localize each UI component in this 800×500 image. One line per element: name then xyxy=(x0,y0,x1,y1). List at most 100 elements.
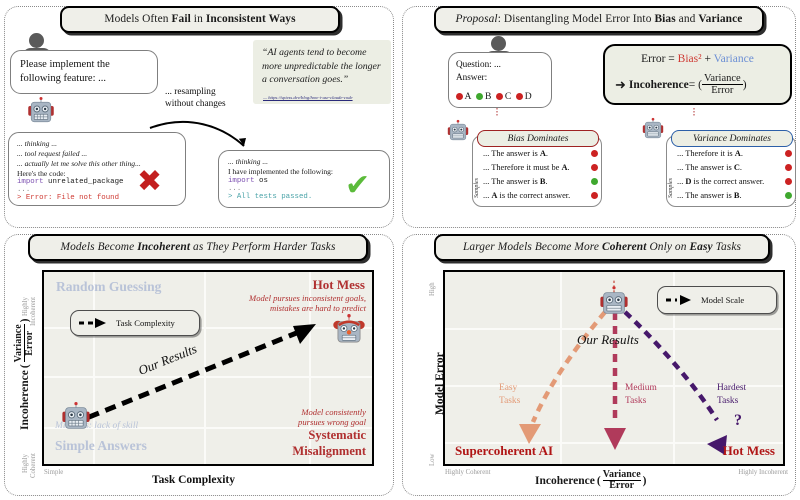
bl-systematic: Systematic xyxy=(308,428,366,442)
br-curves xyxy=(519,310,727,455)
option-dot-c xyxy=(496,92,504,100)
bl-ylabel-main: Incoherence xyxy=(18,370,31,430)
resample-arrow-label: ... resampling without changes xyxy=(165,86,251,110)
variance-row-3-pre: ... xyxy=(677,177,686,186)
arrow-right-icon: ➜ xyxy=(615,76,626,92)
bias-row-1-dot xyxy=(591,150,598,157)
title-text-rest: : Disentangling Model Error Into xyxy=(497,13,655,25)
bl-misalignment: Misalignment xyxy=(292,444,366,458)
bl-ylabel-close: ) xyxy=(18,318,31,323)
quote-callout: “AI agents tend to become more unpredict… xyxy=(253,40,391,104)
formula-incoherence-label: Incoherence xyxy=(628,78,689,91)
fail-ellipsis: ... xyxy=(17,186,31,195)
br-x-left-label: Highly Coherent xyxy=(445,469,491,476)
bl-hot-mess-desc-1: Model pursues inconsistent goals, xyxy=(249,293,366,303)
bias-row-1-post: . xyxy=(545,149,548,158)
bl-y-bot-2: Coherent xyxy=(30,453,37,478)
bl-y-top-label: Highly xyxy=(22,297,29,316)
question-card: Question: ... Answer: A B C D xyxy=(448,52,552,108)
title-bold-fail: Fail xyxy=(171,13,191,25)
br-medium-tasks-label: Medium Tasks xyxy=(625,382,657,407)
br-xlabel-main: Incoherence xyxy=(535,474,595,487)
bl-ylabel-den: Error xyxy=(24,330,36,356)
bias-row-3-text: ... The answer is B. xyxy=(483,177,548,186)
robot-icon-simple xyxy=(60,402,92,434)
bl-misalignment-description: Model consistently pursues wrong goal xyxy=(298,407,366,427)
robot-icon-bias xyxy=(446,119,470,144)
bl-misalign-desc-1: Model consistently xyxy=(301,406,366,417)
bias-samples-label: Samples xyxy=(474,178,480,198)
variance-row-3-text: ... D is the correct answer. xyxy=(677,177,764,186)
robot-icon-neutral xyxy=(26,97,56,127)
br-title-pre: Larger Models Become More xyxy=(462,241,603,253)
fail-line-4: Here's the code: xyxy=(17,168,66,178)
failed-run-card: ... thinking ... ... tool request failed… xyxy=(8,132,186,206)
quote-source-link[interactable]: — https://spiess.dev/blog/how-i-use-clau… xyxy=(263,95,353,100)
user-avatar-head-2 xyxy=(491,36,506,51)
cross-icon: ✖ xyxy=(137,164,163,199)
bias-row-4-answer: A xyxy=(491,191,498,200)
bl-gridline-h-2 xyxy=(44,376,372,378)
bl-legend[interactable]: Task Complexity xyxy=(70,310,200,336)
formula-equals-open: = ( xyxy=(688,78,702,91)
bias-row-2-text: ... Therefore it must be A. xyxy=(483,163,570,172)
bias-row-4-text: ... A is the correct answer. xyxy=(483,191,570,200)
br-legend[interactable]: Model Scale xyxy=(657,286,777,314)
successful-run-transcript: ... thinking ... I have implemented the … xyxy=(228,157,333,201)
answer-option-c[interactable]: C xyxy=(496,91,511,102)
resample-label-line-1: ... resampling xyxy=(165,87,216,97)
sample-row: ... The answer is A. xyxy=(483,149,601,163)
br-title-inline: Larger Models Become More Coherent Only … xyxy=(463,241,741,253)
bl-x-left-label: Simple xyxy=(44,469,64,476)
variance-row-2-answer: C xyxy=(733,163,740,172)
option-dot-d xyxy=(516,92,524,100)
ok-code-line: import os xyxy=(228,177,333,185)
br-easy-1: Easy xyxy=(499,383,518,393)
answer-option-d[interactable]: D xyxy=(516,91,532,102)
variance-row-3-dot xyxy=(785,178,792,185)
title-bold-bias: Bias xyxy=(654,13,676,25)
title-text-mid: in xyxy=(190,13,206,25)
bias-dominates-heading: Bias Dominates xyxy=(477,130,599,147)
bias-row-3-pre: ... The answer is xyxy=(483,177,540,186)
incoherence-formula-box: Error = Bias² + Variance ➜ Incoherence =… xyxy=(603,44,792,105)
bl-gridline-h-3 xyxy=(44,427,372,429)
fail-line-2: ... tool request failed ... xyxy=(17,148,88,158)
sample-row: ... The answer is B. xyxy=(677,191,795,205)
br-x-right-label: Highly Incoherent xyxy=(738,469,788,476)
bl-hot-mess-description: Model pursues inconsistent goals, mistak… xyxy=(249,293,366,313)
br-xlabel-close: ) xyxy=(642,474,647,487)
br-question-mark: ? xyxy=(734,412,742,429)
sample-row: ... Therefore it is A. xyxy=(677,149,795,163)
user-prompt-line-1: Please implement the xyxy=(20,59,110,70)
bias-row-3-dot xyxy=(591,178,598,185)
variance-samples-label: Samples xyxy=(668,178,674,198)
bl-ylabel-fraction: Variance Error xyxy=(13,324,36,363)
variance-row-1-post: . xyxy=(740,149,743,158)
answer-option-b[interactable]: B xyxy=(476,91,491,102)
br-easy-2: Tasks xyxy=(499,395,521,406)
sample-row: ... A is the correct answer. xyxy=(483,191,601,205)
bl-gridline-h-1 xyxy=(44,327,372,329)
formula-denominator: Error xyxy=(711,85,734,97)
br-medium-1: Medium xyxy=(625,383,657,393)
option-letter-a: A xyxy=(464,91,472,102)
variance-row-4-post: . xyxy=(739,191,742,200)
br-legend-arrow-icon xyxy=(666,295,691,305)
answer-option-a[interactable]: A xyxy=(456,91,471,102)
bl-quadrant-hot-mess: Hot Mess xyxy=(312,277,365,292)
option-letter-b: B xyxy=(484,91,492,102)
br-title-bold-coherent: Coherent xyxy=(602,241,647,253)
variance-row-1-dot xyxy=(785,150,792,157)
bl-gridline-v-1 xyxy=(93,272,95,464)
br-xlabel-fraction: Variance Error xyxy=(602,469,641,491)
br-our-results-label: Our Results xyxy=(577,332,639,347)
ok-line-2: I have implemented the following: xyxy=(228,166,334,176)
ok-result-line: > All tests passed. xyxy=(228,192,313,201)
ok-ellipsis: ... xyxy=(228,184,242,193)
br-y-bottom-label: Low xyxy=(429,453,436,466)
br-gridline-v-2 xyxy=(673,272,675,464)
variance-row-2-text: ... The answer is C. xyxy=(677,163,742,172)
answer-options: A B C D xyxy=(456,86,537,104)
bl-title-bold: Incoherent xyxy=(137,241,191,253)
